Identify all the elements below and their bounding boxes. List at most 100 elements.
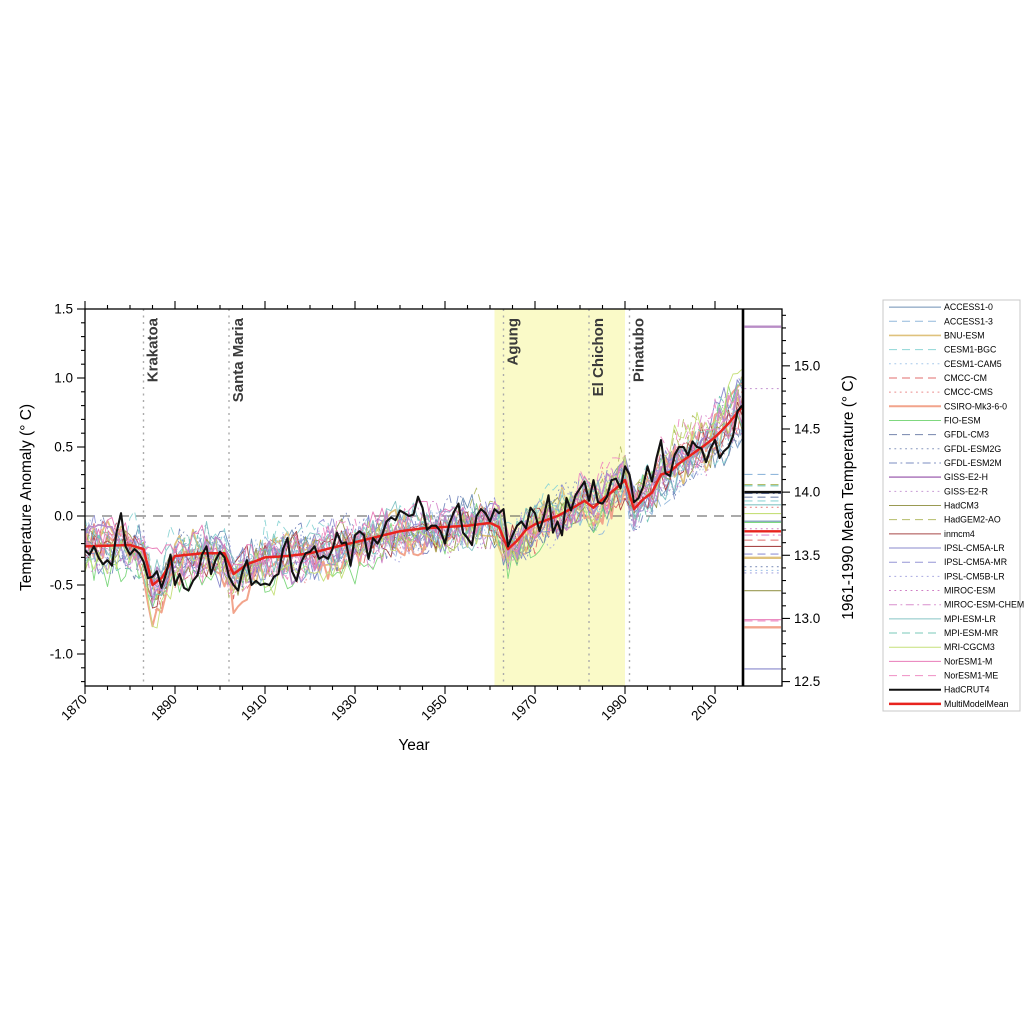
series-line-GFDL-ESM2M <box>85 425 743 590</box>
legend-label-HadCM3: HadCM3 <box>944 501 979 511</box>
legend-label-GFDL-ESM2G: GFDL-ESM2G <box>944 444 1001 454</box>
legend-item-HadGEM2-AO: HadGEM2-AO <box>889 515 1001 525</box>
legend-item-MPI-ESM-MR: MPI-ESM-MR <box>889 628 998 638</box>
y-right-tick-label-13.0: 13.0 <box>794 611 820 626</box>
legend-item-MRI-CGCM3: MRI-CGCM3 <box>889 642 995 652</box>
x-tick-label-1930: 1930 <box>328 692 360 724</box>
legend-item-HadCM3: HadCM3 <box>889 501 979 511</box>
legend-label-NorESM1-ME: NorESM1-ME <box>944 671 998 681</box>
mean-temperature-strip <box>744 325 781 670</box>
x-tick-label-1990: 1990 <box>598 692 630 724</box>
legend-label-CSIRO-Mk3-6-0: CSIRO-Mk3-6-0 <box>944 401 1007 411</box>
legend-item-MultiModelMean: MultiModelMean <box>889 699 1009 709</box>
legend-item-CMCC-CM: CMCC-CM <box>889 373 987 383</box>
axes <box>84 308 783 687</box>
legend-label-GISS-E2-H: GISS-E2-H <box>944 472 988 482</box>
y-right-tick-label-13.5: 13.5 <box>794 548 820 563</box>
legend-item-MIROC-ESM: MIROC-ESM <box>889 586 995 596</box>
y-left-tick-label-1.5: 1.5 <box>54 302 73 317</box>
legend-item-BNU-ESM: BNU-ESM <box>889 330 985 340</box>
multimodel-mean-line <box>85 406 743 587</box>
y-axis-left-title: Temperature Anomaly (° C) <box>18 404 35 591</box>
y-right-tick-label-12.5: 12.5 <box>794 674 820 689</box>
legend-item-HadCRUT4: HadCRUT4 <box>889 685 990 695</box>
legend-label-MRI-CGCM3: MRI-CGCM3 <box>944 642 995 652</box>
legend-item-ACCESS1-3: ACCESS1-3 <box>889 316 993 326</box>
legend-item-CSIRO-Mk3-6-0: CSIRO-Mk3-6-0 <box>889 401 1007 411</box>
legend-item-IPSL-CM5A-MR: IPSL-CM5A-MR <box>889 557 1007 567</box>
legend-label-GFDL-ESM2M: GFDL-ESM2M <box>944 458 1002 468</box>
series-line-ACCESS1-3 <box>85 427 743 599</box>
legend-label-MultiModelMean: MultiModelMean <box>944 699 1009 709</box>
x-tick-label-1950: 1950 <box>418 692 450 724</box>
legend-item-GFDL-ESM2G: GFDL-ESM2G <box>889 444 1001 454</box>
plot-frame <box>84 308 783 687</box>
legend-item-inmcm4: inmcm4 <box>889 529 975 539</box>
y-axis-right-title: 1961-1990 Mean Temperature (° C) <box>840 375 857 620</box>
legend-item-IPSL-CM5A-LR: IPSL-CM5A-LR <box>889 543 1005 553</box>
x-tick-label-1890: 1890 <box>148 692 180 724</box>
y-left-tick-label-1.0: 1.0 <box>54 371 73 386</box>
legend-item-GISS-E2-R: GISS-E2-R <box>889 486 988 496</box>
legend-label-inmcm4: inmcm4 <box>944 529 975 539</box>
volcano-label-santa-maria: Santa Maria <box>230 317 247 402</box>
x-tick-label-1910: 1910 <box>238 692 270 724</box>
y-left-tick-label--0.5: -0.5 <box>50 578 73 593</box>
tick-labels: 1870 1890 1910 1930 1950 1970 1990 2010 1.5 1.0 0.… <box>50 302 821 724</box>
legend-item-ACCESS1-0: ACCESS1-0 <box>889 302 993 312</box>
tick-marks <box>77 301 790 694</box>
hadcrut4-line <box>85 404 743 592</box>
x-tick-label-1970: 1970 <box>508 692 540 724</box>
series-line-GFDL-ESM2G <box>85 391 743 597</box>
legend-item-NorESM1-ME: NorESM1-ME <box>889 671 998 681</box>
legend-label-MIROC-ESM-CHEM: MIROC-ESM-CHEM <box>944 600 1024 610</box>
volcano-label-agung: Agung <box>505 318 522 365</box>
series-line-CMCC-CMS <box>85 390 743 613</box>
legend-label-ACCESS1-0: ACCESS1-0 <box>944 302 993 312</box>
volcano-label-pinatubo: Pinatubo <box>631 318 648 382</box>
legend: ACCESS1-0 ACCESS1-3 BNU-ESM CESM1-BGC CESM1-… <box>882 299 1024 712</box>
legend-label-BNU-ESM: BNU-ESM <box>944 330 985 340</box>
series-line-GISS-E2-R <box>85 388 743 586</box>
legend-label-GISS-E2-R: GISS-E2-R <box>944 486 988 496</box>
legend-item-CESM1-BGC: CESM1-BGC <box>889 345 997 355</box>
legend-label-IPSL-CM5B-LR: IPSL-CM5B-LR <box>944 571 1005 581</box>
legend-label-MIROC-ESM: MIROC-ESM <box>944 586 995 596</box>
legend-label-IPSL-CM5A-LR: IPSL-CM5A-LR <box>944 543 1005 553</box>
legend-label-HadGEM2-AO: HadGEM2-AO <box>944 515 1001 525</box>
y-left-tick-label-0.0: 0.0 <box>54 509 73 524</box>
x-axis-title: Year <box>398 737 429 754</box>
volcano-label-el-chichon: El Chichon <box>590 318 607 396</box>
legend-label-CMCC-CM: CMCC-CM <box>944 373 987 383</box>
volcano-label-krakatoa: Krakatoa <box>145 317 162 382</box>
legend-item-IPSL-CM5B-LR: IPSL-CM5B-LR <box>889 571 1005 581</box>
legend-item-CESM1-CAM5: CESM1-CAM5 <box>889 359 1002 369</box>
legend-label-HadCRUT4: HadCRUT4 <box>944 685 990 695</box>
legend-label-MPI-ESM-MR: MPI-ESM-MR <box>944 628 998 638</box>
legend-label-IPSL-CM5A-MR: IPSL-CM5A-MR <box>944 557 1007 567</box>
highlight-lines <box>85 404 743 592</box>
legend-label-ACCESS1-3: ACCESS1-3 <box>944 316 993 326</box>
y-left-tick-label--1.0: -1.0 <box>50 647 73 662</box>
legend-label-CESM1-BGC: CESM1-BGC <box>944 345 997 355</box>
y-right-tick-label-14.5: 14.5 <box>794 421 820 436</box>
legend-item-GISS-E2-H: GISS-E2-H <box>889 472 988 482</box>
x-tick-label-1870: 1870 <box>58 692 90 724</box>
legend-label-CMCC-CMS: CMCC-CMS <box>944 387 993 397</box>
y-right-tick-label-14.0: 14.0 <box>794 485 820 500</box>
series-line-IPSL-CM5A-LR <box>85 379 743 599</box>
legend-label-NorESM1-M: NorESM1-M <box>944 656 992 666</box>
legend-item-GFDL-CM3: GFDL-CM3 <box>889 430 989 440</box>
legend-label-MPI-ESM-LR: MPI-ESM-LR <box>944 614 996 624</box>
legend-item-GFDL-ESM2M: GFDL-ESM2M <box>889 458 1002 468</box>
legend-item-NorESM1-M: NorESM1-M <box>889 656 992 666</box>
legend-label-FIO-ESM: FIO-ESM <box>944 415 981 425</box>
legend-item-CMCC-CMS: CMCC-CMS <box>889 387 993 397</box>
y-right-tick-label-15.0: 15.0 <box>794 358 820 373</box>
legend-item-MIROC-ESM-CHEM: MIROC-ESM-CHEM <box>889 600 1024 610</box>
y-left-tick-label-0.5: 0.5 <box>54 440 73 455</box>
legend-label-CESM1-CAM5: CESM1-CAM5 <box>944 359 1002 369</box>
legend-item-MPI-ESM-LR: MPI-ESM-LR <box>889 614 996 624</box>
